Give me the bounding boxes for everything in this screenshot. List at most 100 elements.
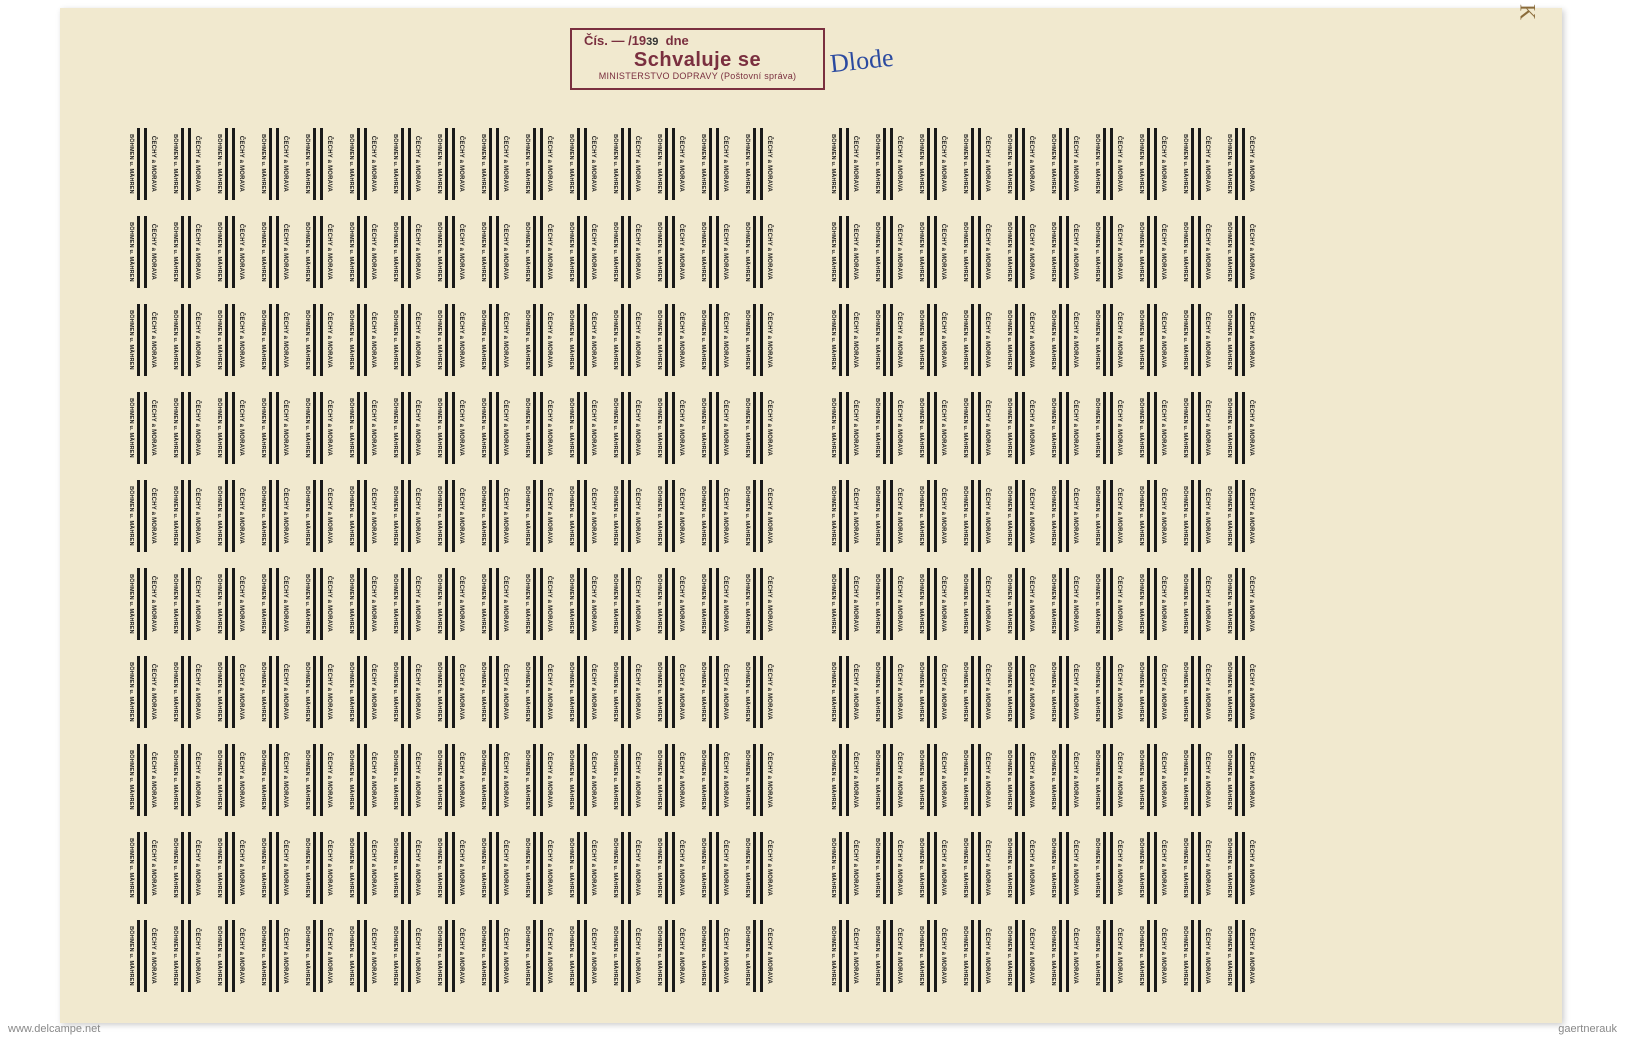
overprint-text-bottom: BÖHMEN u. MÄHREN — [1182, 574, 1188, 634]
overprint: ČECHY a MORAVABÖHMEN u. MÄHREN — [128, 831, 156, 905]
overprint: ČECHY a MORAVABÖHMEN u. MÄHREN — [480, 127, 508, 201]
overprint-text-top: ČECHY a MORAVA — [1204, 488, 1210, 544]
overprint-bars — [577, 392, 587, 464]
overprint-bars — [357, 568, 367, 640]
overprint: ČECHY a MORAVABÖHMEN u. MÄHREN — [700, 655, 728, 729]
overprint-bars — [1235, 216, 1245, 288]
overprint-bars — [137, 744, 147, 816]
overprint-cell: ČECHY a MORAVABÖHMEN u. MÄHREN — [998, 648, 1042, 736]
overprint-cell: ČECHY a MORAVABÖHMEN u. MÄHREN — [164, 472, 208, 560]
overprint-text-top: ČECHY a MORAVA — [546, 576, 552, 632]
overprint-text-bottom: BÖHMEN u. MÄHREN — [1182, 662, 1188, 722]
overprint-text-bottom: BÖHMEN u. MÄHREN — [128, 486, 134, 546]
overprint-bars — [883, 392, 893, 464]
overprint-text-top: ČECHY a MORAVA — [1028, 400, 1034, 456]
overprint-bars — [533, 216, 543, 288]
overprint-bars — [489, 744, 499, 816]
overprint: ČECHY a MORAVABÖHMEN u. MÄHREN — [524, 127, 552, 201]
overprint-bars — [1103, 216, 1113, 288]
overprint-bars — [1147, 480, 1157, 552]
pane-right: ČECHY a MORAVABÖHMEN u. MÄHRENČECHY a MO… — [822, 120, 1262, 1000]
overprint-bars — [489, 128, 499, 200]
overprint-text-top: ČECHY a MORAVA — [940, 840, 946, 896]
overprint-bars — [709, 568, 719, 640]
overprint-text-bottom: BÖHMEN u. MÄHREN — [1226, 574, 1232, 634]
overprint-bars — [1103, 656, 1113, 728]
overprint-text-bottom: BÖHMEN u. MÄHREN — [700, 310, 706, 370]
overprint: ČECHY a MORAVABÖHMEN u. MÄHREN — [128, 127, 156, 201]
overprint-bars — [225, 744, 235, 816]
overprint-cell: ČECHY a MORAVABÖHMEN u. MÄHREN — [822, 472, 866, 560]
overprint-text-top: ČECHY a MORAVA — [766, 928, 772, 984]
overprint: ČECHY a MORAVABÖHMEN u. MÄHREN — [216, 127, 244, 201]
overprint-text-top: ČECHY a MORAVA — [194, 224, 200, 280]
overprint-text-bottom: BÖHMEN u. MÄHREN — [524, 662, 530, 722]
overprint-text-bottom: BÖHMEN u. MÄHREN — [656, 222, 662, 282]
overprint-text-top: ČECHY a MORAVA — [458, 576, 464, 632]
overprint-text-bottom: BÖHMEN u. MÄHREN — [656, 926, 662, 986]
overprint-bars — [1015, 920, 1025, 992]
overprint-bars — [1059, 304, 1069, 376]
overprint-cell: ČECHY a MORAVABÖHMEN u. MÄHREN — [120, 208, 164, 296]
overprint-text-top: ČECHY a MORAVA — [1116, 400, 1122, 456]
overprint-text-bottom: BÖHMEN u. MÄHREN — [1094, 926, 1100, 986]
overprint-bars — [445, 392, 455, 464]
overprint-bars — [269, 920, 279, 992]
overprint: ČECHY a MORAVABÖHMEN u. MÄHREN — [874, 215, 902, 289]
overprint-text-bottom: BÖHMEN u. MÄHREN — [260, 398, 266, 458]
overprint-text-top: ČECHY a MORAVA — [722, 752, 728, 808]
overprint-text-bottom: BÖHMEN u. MÄHREN — [830, 398, 836, 458]
overprint-cell: ČECHY a MORAVABÖHMEN u. MÄHREN — [472, 296, 516, 384]
overprint-text-top: ČECHY a MORAVA — [984, 488, 990, 544]
overprint: ČECHY a MORAVABÖHMEN u. MÄHREN — [1050, 831, 1078, 905]
overprint-text-bottom: BÖHMEN u. MÄHREN — [172, 222, 178, 282]
overprint-bars — [1015, 216, 1025, 288]
overprint-text-bottom: BÖHMEN u. MÄHREN — [612, 398, 618, 458]
overprint-cell: ČECHY a MORAVABÖHMEN u. MÄHREN — [998, 912, 1042, 1000]
overprint-text-top: ČECHY a MORAVA — [1204, 840, 1210, 896]
overprint: ČECHY a MORAVABÖHMEN u. MÄHREN — [612, 655, 640, 729]
overprint-text-top: ČECHY a MORAVA — [722, 664, 728, 720]
overprint: ČECHY a MORAVABÖHMEN u. MÄHREN — [436, 655, 464, 729]
overprint-text-bottom: BÖHMEN u. MÄHREN — [918, 926, 924, 986]
overprint-text-bottom: BÖHMEN u. MÄHREN — [1006, 134, 1012, 194]
overprint-cell: ČECHY a MORAVABÖHMEN u. MÄHREN — [1130, 120, 1174, 208]
overprint-cell: ČECHY a MORAVABÖHMEN u. MÄHREN — [340, 384, 384, 472]
overprint-text-bottom: BÖHMEN u. MÄHREN — [918, 838, 924, 898]
overprint-bars — [839, 832, 849, 904]
overprint: ČECHY a MORAVABÖHMEN u. MÄHREN — [568, 215, 596, 289]
overprint-text-top: ČECHY a MORAVA — [150, 928, 156, 984]
overprint-cell: ČECHY a MORAVABÖHMEN u. MÄHREN — [954, 560, 998, 648]
overprint-cell: ČECHY a MORAVABÖHMEN u. MÄHREN — [208, 384, 252, 472]
overprint-text-top: ČECHY a MORAVA — [1204, 400, 1210, 456]
overprint-text-bottom: BÖHMEN u. MÄHREN — [216, 310, 222, 370]
overprint: ČECHY a MORAVABÖHMEN u. MÄHREN — [128, 567, 156, 641]
overprint-text-bottom: BÖHMEN u. MÄHREN — [172, 486, 178, 546]
overprint-bars — [927, 304, 937, 376]
overprint-text-bottom: BÖHMEN u. MÄHREN — [480, 486, 486, 546]
overprint-text-bottom: BÖHMEN u. MÄHREN — [524, 222, 530, 282]
overprint-bars — [137, 392, 147, 464]
overprint-text-top: ČECHY a MORAVA — [1160, 664, 1166, 720]
overprint-cell: ČECHY a MORAVABÖHMEN u. MÄHREN — [472, 736, 516, 824]
overprint-cell: ČECHY a MORAVABÖHMEN u. MÄHREN — [428, 120, 472, 208]
overprint-text-bottom: BÖHMEN u. MÄHREN — [348, 398, 354, 458]
overprint-text-top: ČECHY a MORAVA — [502, 400, 508, 456]
overprint-text-bottom: BÖHMEN u. MÄHREN — [172, 574, 178, 634]
overprint-cell: ČECHY a MORAVABÖHMEN u. MÄHREN — [1042, 120, 1086, 208]
overprint: ČECHY a MORAVABÖHMEN u. MÄHREN — [304, 831, 332, 905]
overprint-bars — [357, 128, 367, 200]
overprint-cell: ČECHY a MORAVABÖHMEN u. MÄHREN — [604, 472, 648, 560]
overprint-cell: ČECHY a MORAVABÖHMEN u. MÄHREN — [1086, 912, 1130, 1000]
overprint: ČECHY a MORAVABÖHMEN u. MÄHREN — [524, 391, 552, 465]
overprint-bars — [533, 832, 543, 904]
overprint-cell: ČECHY a MORAVABÖHMEN u. MÄHREN — [1174, 912, 1218, 1000]
overprint-text-bottom: BÖHMEN u. MÄHREN — [744, 486, 750, 546]
overprint: ČECHY a MORAVABÖHMEN u. MÄHREN — [392, 919, 420, 993]
overprint-text-top: ČECHY a MORAVA — [896, 400, 902, 456]
overprint-bars — [577, 128, 587, 200]
overprint-bars — [1103, 744, 1113, 816]
overprint-bars — [533, 392, 543, 464]
overprint-text-top: ČECHY a MORAVA — [634, 664, 640, 720]
overprint-text-bottom: BÖHMEN u. MÄHREN — [172, 750, 178, 810]
